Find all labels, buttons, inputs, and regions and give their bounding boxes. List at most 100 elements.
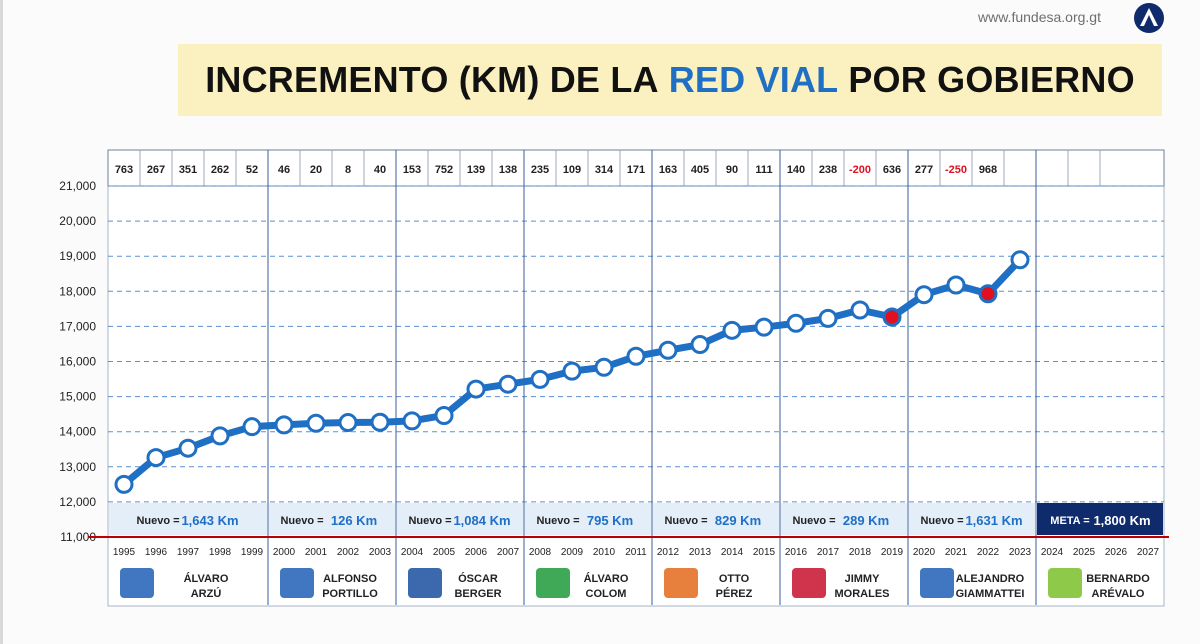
x-tick-label: 2013 [689, 547, 712, 558]
data-point [306, 413, 326, 433]
data-point [658, 340, 678, 360]
government-name-line-2: BERGER [454, 588, 501, 600]
increment-label: 46 [278, 164, 290, 176]
nuevo-box [109, 503, 267, 535]
chart-title: INCREMENTO (KM) DE LA RED VIAL POR GOBIE… [178, 44, 1162, 116]
data-point [210, 426, 230, 446]
increment-label: 40 [374, 164, 386, 176]
increment-label: 8 [345, 164, 351, 176]
y-tick-label: 20,000 [59, 214, 96, 228]
government-name-line-1: BERNARDO [1086, 573, 1150, 585]
increment-label: 163 [659, 164, 677, 176]
nuevo-label: Nuevo = [408, 515, 451, 527]
nuevo-value: 1,631 Km [965, 513, 1022, 528]
gana-party-logo-icon [408, 568, 442, 598]
data-point [434, 405, 454, 425]
increment-label: 20 [310, 164, 322, 176]
x-tick-label: 2009 [561, 547, 584, 558]
data-point [242, 417, 262, 437]
nuevo-label: Nuevo = [136, 515, 179, 527]
nuevo-box [909, 503, 1035, 535]
y-tick-label: 12,000 [59, 495, 96, 509]
x-tick-label: 2000 [273, 547, 296, 558]
x-tick-label: 2024 [1041, 547, 1064, 558]
y-tick-label: 16,000 [59, 355, 96, 369]
semilla-party-logo-icon [1048, 568, 1082, 598]
nuevo-value: 289 Km [843, 513, 889, 528]
increment-label: 171 [627, 164, 645, 176]
pan-party-logo-icon [120, 568, 154, 598]
data-point [786, 313, 806, 333]
increment-label: 235 [531, 164, 549, 176]
fcn-party-logo-icon [792, 568, 826, 598]
data-point [338, 413, 358, 433]
x-tick-label: 2010 [593, 547, 616, 558]
x-tick-label: 1996 [145, 547, 168, 558]
x-tick-label: 2006 [465, 547, 488, 558]
data-point [818, 308, 838, 328]
x-tick-label: 1995 [113, 547, 136, 558]
nuevo-value: 1,643 Km [181, 513, 238, 528]
x-tick-label: 2005 [433, 547, 456, 558]
government-name-line-2: PORTILLO [322, 588, 378, 600]
title-part-1: INCREMENTO (KM) DE LA [205, 59, 659, 100]
x-tick-label: 2021 [945, 547, 968, 558]
nuevo-box [397, 503, 523, 535]
increment-label: 314 [595, 164, 614, 176]
x-tick-label: 2025 [1073, 547, 1096, 558]
government-name-line-2: ARÉVALO [1092, 587, 1145, 600]
goal-box [1037, 503, 1163, 535]
government-name-line-2: PÉREZ [716, 587, 753, 600]
nuevo-value: 1,800 Km [1093, 513, 1150, 528]
x-tick-label: 2023 [1009, 547, 1032, 558]
nuevo-value: 795 Km [587, 513, 633, 528]
increment-label: 968 [979, 164, 997, 176]
data-point [722, 320, 742, 340]
nuevo-box [269, 503, 395, 535]
data-point [402, 411, 422, 431]
data-point [370, 412, 390, 432]
x-tick-label: 2015 [753, 547, 776, 558]
site-url[interactable]: www.fundesa.org.gt [978, 9, 1101, 25]
x-tick-label: 2027 [1137, 547, 1160, 558]
y-tick-label: 17,000 [59, 319, 96, 333]
increment-label: -250 [945, 164, 967, 176]
nuevo-label: Nuevo = [664, 515, 707, 527]
y-tick-label: 19,000 [59, 249, 96, 263]
government-name-line-1: JIMMY [845, 573, 881, 585]
increment-label: 262 [211, 164, 229, 176]
data-point [146, 448, 166, 468]
y-tick-label: 11,000 [60, 530, 96, 544]
government-name-line-2: ARZÚ [191, 587, 222, 600]
data-point [562, 361, 582, 381]
nuevo-label: Nuevo = [920, 515, 963, 527]
fundesa-triangle-logo-icon [1134, 3, 1164, 33]
increments-row [107, 149, 1165, 187]
government-name-line-1: ÁLVARO [584, 572, 629, 585]
data-point [274, 415, 294, 435]
increment-label: 111 [755, 164, 772, 176]
nuevo-value: 126 Km [331, 513, 377, 528]
x-tick-label: 2008 [529, 547, 552, 558]
data-point [530, 369, 550, 389]
title-highlight: RED VIAL [668, 59, 839, 100]
nuevo-label: META = [1050, 515, 1089, 527]
data-point [946, 275, 966, 295]
x-tick-label: 2003 [369, 547, 392, 558]
increment-label: 140 [787, 164, 805, 176]
increment-label: 238 [819, 164, 837, 176]
x-tick-label: 1999 [241, 547, 264, 558]
government-name-line-1: ALFONSO [323, 573, 377, 585]
increment-label: 138 [499, 164, 517, 176]
x-tick-label: 2026 [1105, 547, 1128, 558]
x-tick-label: 2017 [817, 547, 840, 558]
y-tick-label: 13,000 [59, 460, 96, 474]
increment-label: 109 [563, 164, 581, 176]
data-point [882, 307, 902, 327]
data-point [114, 474, 134, 494]
x-tick-label: 2018 [849, 547, 872, 558]
x-tick-label: 1997 [177, 547, 200, 558]
data-point [978, 284, 998, 304]
x-tick-label: 2004 [401, 547, 424, 558]
